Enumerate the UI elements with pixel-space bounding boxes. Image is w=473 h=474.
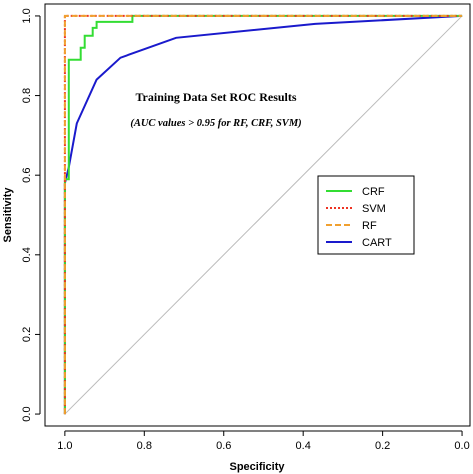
legend-label-cart: CART	[362, 237, 392, 249]
annotation-subtitle: (AUC values > 0.95 for RF, CRF, SVM)	[130, 118, 301, 129]
y-tick-label: 0.0	[21, 406, 33, 421]
series-line-crf	[63, 14, 463, 415]
y-tick-label: 0.2	[21, 327, 33, 342]
y-tick-label: 0.4	[21, 247, 33, 262]
reference-diagonal	[64, 15, 463, 415]
x-tick-label: 0.6	[216, 440, 231, 452]
legend: CRF SVM RF CART	[317, 175, 415, 255]
series-line-svm	[63, 14, 463, 415]
y-tick-label: 1.0	[21, 8, 33, 23]
plot-frame	[44, 3, 471, 427]
x-tick-label: 0.4	[296, 440, 311, 452]
y-tick-label: 0.8	[21, 88, 33, 103]
y-axis-title: Sensitivity	[2, 187, 14, 243]
x-tick-label: 0.8	[137, 440, 152, 452]
x-tick-label: 0.0	[454, 440, 469, 452]
x-tick-label: 1.0	[57, 440, 72, 452]
legend-label-crf: CRF	[362, 186, 385, 198]
series-line-cart	[63, 14, 463, 415]
annotation-title: Training Data Set ROC Results	[135, 90, 296, 104]
legend-label-rf: RF	[362, 220, 377, 232]
x-axis-title: Specificity	[229, 461, 285, 473]
y-tick-label: 0.6	[21, 168, 33, 183]
series-line-rf	[63, 14, 463, 415]
x-tick-label: 0.2	[375, 440, 390, 452]
legend-label-svm: SVM	[362, 203, 386, 215]
